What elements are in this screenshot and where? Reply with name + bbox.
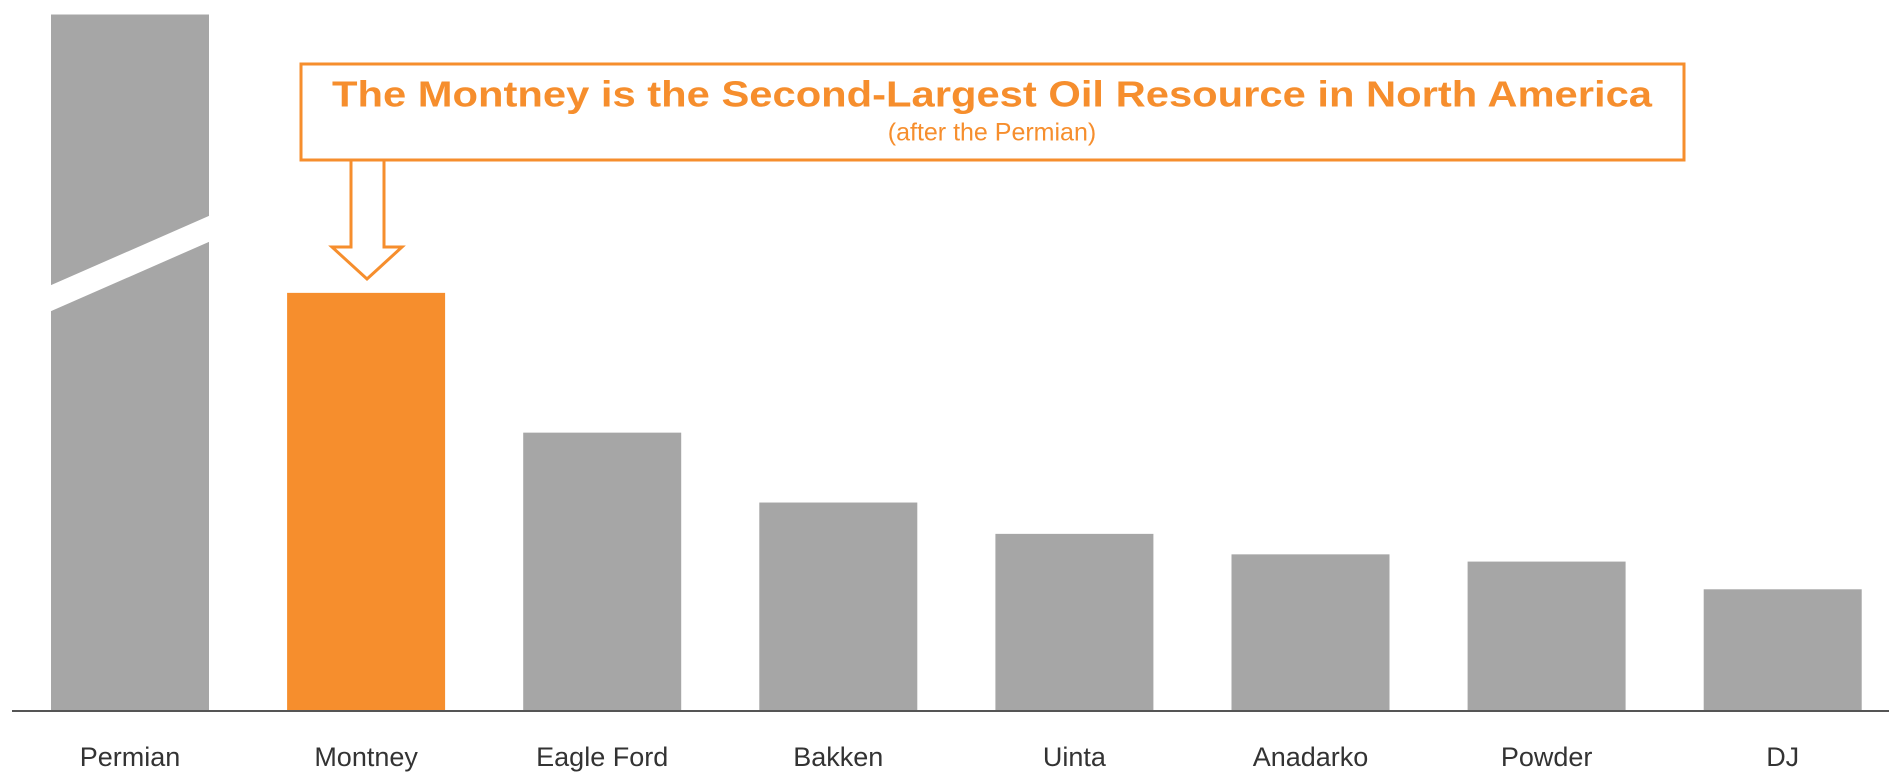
annotation-arrow [328,158,406,282]
bars [49,14,1862,711]
x-tick-label: Bakken [793,742,883,772]
bar [995,533,1154,711]
axis-break [49,215,211,312]
bar [523,432,682,711]
x-tick-label: Montney [314,742,418,772]
bar [759,502,918,711]
bar [51,14,209,711]
x-tick-label: Uinta [1043,742,1107,772]
bar [1703,589,1862,711]
annotation-box [299,62,1686,162]
bar [1467,561,1626,711]
bar [1231,554,1390,711]
x-tick-label: Anadarko [1253,742,1369,772]
annotation-subtitle: (after the Permian) [888,119,1096,147]
x-tick-label: Permian [80,742,181,772]
x-tick-label: Powder [1501,742,1593,772]
x-tick-label: DJ [1766,742,1799,772]
bar [287,292,446,711]
x-tick-label: Eagle Ford [536,742,668,772]
annotation-title: The Montney is the Second-Largest Oil Re… [332,74,1653,115]
